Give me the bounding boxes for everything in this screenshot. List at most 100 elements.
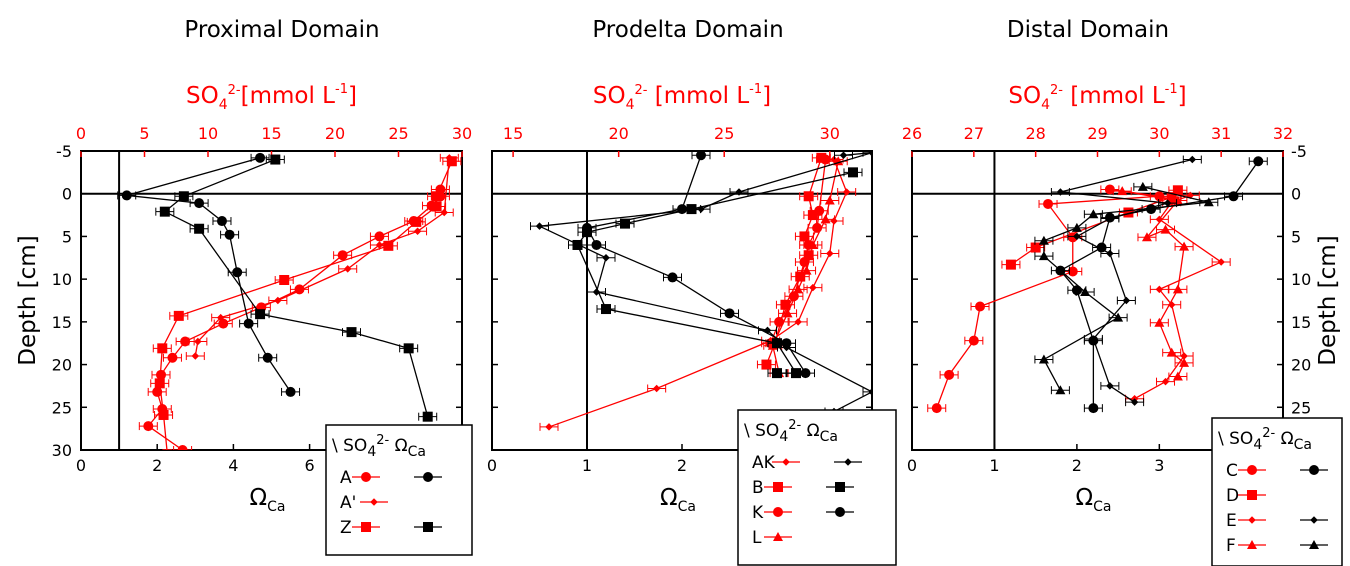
legend-marker-so4 (1247, 540, 1257, 549)
data-point-so4-F (1172, 371, 1183, 381)
data-point-so4-Z (158, 409, 169, 420)
data-point-so4-Z (431, 191, 442, 202)
data-point-omega-B (772, 368, 782, 379)
legend-marker-so4 (782, 458, 790, 466)
legend-label: A' (340, 493, 356, 513)
data-point-so4-Z (383, 240, 394, 251)
data-point-omega-AK (868, 388, 872, 396)
data-point-omega-C (1071, 285, 1082, 296)
depth-tick-label: 0 (62, 185, 72, 204)
data-point-so4-Z (431, 201, 442, 212)
top-axis-label: SO42- [mmol L-1] (593, 82, 771, 113)
depth-tick-label: 10 (52, 270, 72, 289)
omega-tick-label: 0 (76, 456, 86, 475)
data-point-omega-B (848, 167, 858, 178)
data-point-so4-A' (274, 296, 282, 305)
omega-axis-label: ΩCa (250, 485, 286, 515)
legend-marker-omega (835, 507, 845, 517)
so4-tick-label: 15 (261, 124, 281, 143)
depth-tick-label: 0 (1291, 185, 1301, 204)
legend-header: \ SO42- ΩCa (332, 433, 426, 460)
data-point-so4-F (1166, 347, 1177, 357)
depth-tick-label: 20 (1291, 356, 1311, 375)
so4-tick-label: 20 (608, 124, 628, 143)
data-point-so4-AK (794, 318, 802, 326)
omega-tick-label: 6 (305, 456, 315, 475)
legend-label: Z (340, 518, 352, 538)
data-point-omega-AK (735, 188, 743, 196)
data-point-omega-A (224, 229, 235, 240)
data-point-so4-L (782, 308, 793, 318)
data-point-so4-AK (842, 188, 851, 196)
data-point-so4-F (1117, 186, 1128, 196)
omega-tick-label: 1 (989, 456, 999, 475)
data-point-so4-D (1005, 259, 1016, 270)
so4-tick-label: 30 (820, 124, 840, 143)
data-point-omega-K (781, 338, 792, 349)
legend-marker-so4 (1247, 465, 1257, 475)
so4-tick-label: 5 (139, 124, 149, 143)
data-point-so4-A' (216, 313, 225, 322)
data-point-omega-K (667, 272, 678, 283)
data-point-omega-K (582, 222, 592, 233)
data-point-so4-K (820, 154, 831, 165)
data-layer (530, 151, 872, 431)
so4-tick-label: 30 (452, 124, 472, 143)
data-point-omega-F (1080, 286, 1091, 296)
data-point-so4-E (1180, 352, 1188, 360)
data-point-so4-A' (191, 352, 200, 360)
depth-axis-label: Depth [cm] (1315, 235, 1341, 365)
omega-axis-label: ΩCa (660, 485, 696, 515)
data-point-so4-B (761, 359, 772, 370)
legend: \ SO42- ΩCa AK BKL (737, 409, 897, 566)
data-point-omega-E (1106, 249, 1114, 258)
data-point-omega-E (1056, 188, 1065, 196)
so4-tick-label: 30 (1149, 124, 1169, 143)
omega-axis-label: ΩCa (1076, 485, 1112, 515)
data-point-so4-A (177, 445, 188, 450)
data-point-omega-AK (839, 151, 848, 160)
data-point-so4-E (1161, 377, 1170, 386)
top-axis-label: SO42-[mmol L-1] (186, 82, 357, 113)
data-point-omega-Z (346, 327, 357, 338)
series-line-so4-F (1122, 190, 1185, 377)
data-point-omega-K (591, 239, 602, 250)
data-point-so4-Z (279, 274, 290, 285)
depth-tick-label: 5 (1291, 227, 1301, 246)
omega-tick-label: 0 (907, 456, 917, 475)
data-point-omega-C (1228, 191, 1239, 202)
omega-tick-label: 2 (152, 456, 162, 475)
data-point-omega-A (255, 152, 266, 163)
data-point-so4-D (1123, 207, 1134, 218)
data-point-so4-F (1172, 195, 1183, 205)
data-point-omega-F (1038, 251, 1049, 261)
omega-tick-label: 4 (228, 456, 238, 475)
depth-axis-label: Depth [cm] (15, 235, 41, 365)
omega-tick-label: 2 (677, 456, 687, 475)
data-point-so4-A' (413, 227, 422, 236)
data-point-omega-A (232, 267, 243, 278)
data-point-omega-B (572, 239, 583, 250)
data-point-so4-A' (440, 208, 448, 217)
legend-label: D (1226, 486, 1239, 506)
data-point-omega-E (1188, 155, 1197, 164)
data-point-omega-F (1038, 235, 1049, 245)
data-point-omega-C (1253, 156, 1264, 167)
depth-tick-label: 25 (52, 398, 72, 417)
legend-label: F (1226, 536, 1236, 556)
data-point-so4-F (1154, 317, 1165, 327)
data-point-omega-Z (194, 223, 205, 234)
data-point-omega-A (121, 190, 132, 201)
legend-marker-omega (1309, 465, 1319, 475)
legend-label: L (752, 528, 762, 548)
depth-tick-label: 20 (52, 356, 72, 375)
data-point-so4-K (814, 205, 825, 216)
panel-title: Proximal Domain (184, 17, 379, 43)
so4-tick-label: 20 (325, 124, 345, 143)
data-point-omega-K (696, 151, 706, 161)
data-point-so4-A (152, 386, 163, 397)
data-point-so4-C (1104, 184, 1115, 195)
series-line-so4-A (147, 189, 442, 450)
